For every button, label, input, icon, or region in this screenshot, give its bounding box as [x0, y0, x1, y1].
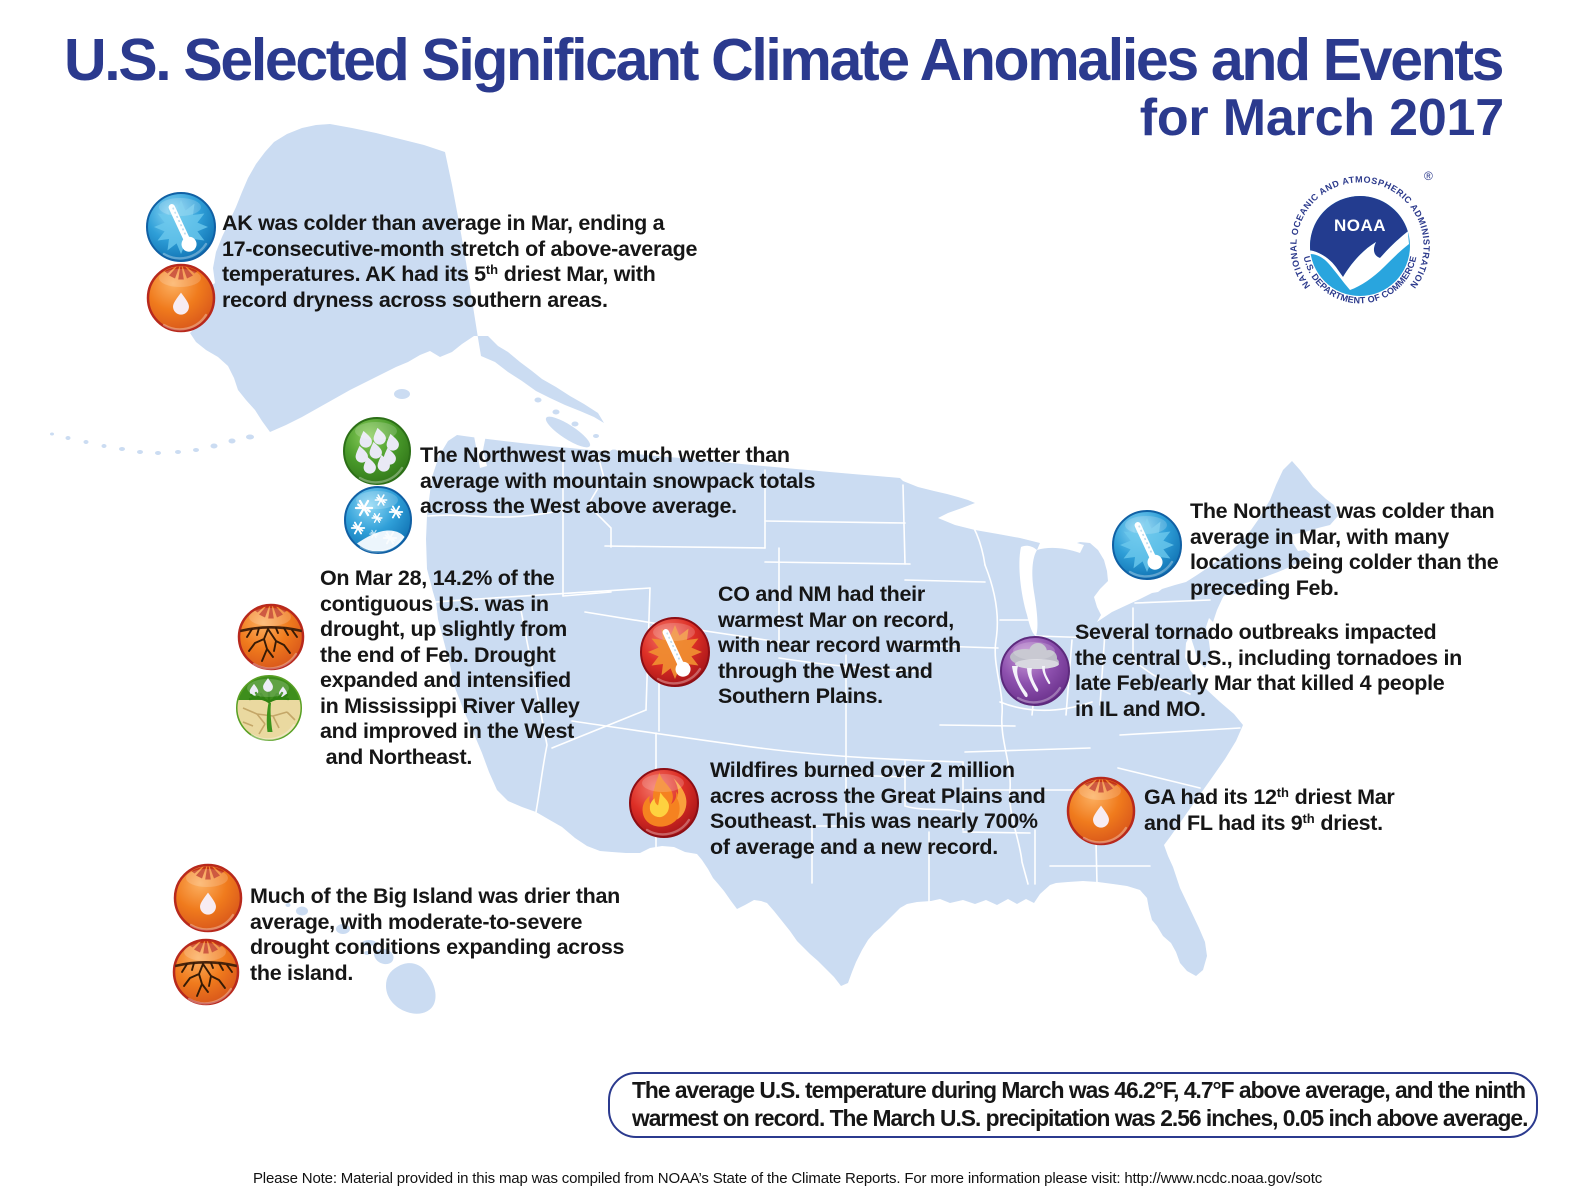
svg-text:®: ®: [1424, 169, 1433, 183]
svg-text:NOAA: NOAA: [1334, 216, 1386, 235]
